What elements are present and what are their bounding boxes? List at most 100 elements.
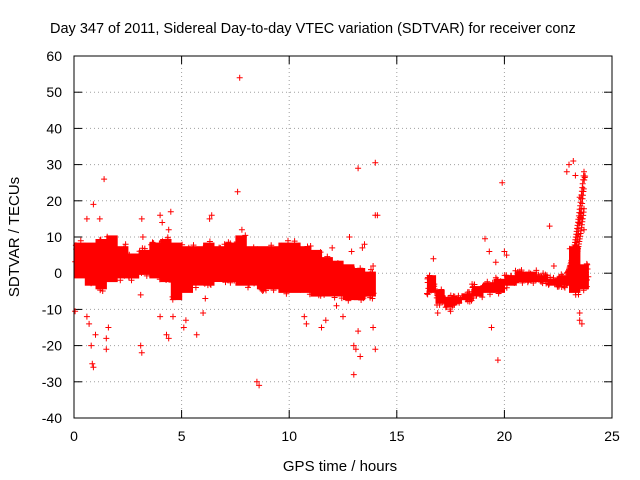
y-tick-label: 40 [46, 120, 62, 136]
data-point [268, 242, 275, 249]
data-point [165, 226, 172, 233]
data-point [581, 226, 587, 233]
data-point [340, 313, 346, 320]
data-point [428, 287, 434, 294]
data-point [143, 272, 150, 279]
data-point [576, 317, 583, 324]
data-point [512, 279, 519, 285]
data-point [372, 159, 379, 166]
data-point [470, 295, 477, 301]
data-band [203, 242, 215, 286]
data-point [121, 244, 128, 251]
data-point [176, 285, 183, 292]
data-point [501, 248, 508, 255]
data-band [343, 264, 355, 301]
data-point [283, 284, 290, 291]
data-point [234, 188, 241, 195]
data-point [558, 271, 565, 278]
data-point [86, 243, 93, 250]
data-point [464, 292, 471, 299]
data-point [225, 239, 232, 246]
data-point [503, 252, 510, 259]
data-point [244, 248, 251, 255]
data-point [259, 288, 266, 294]
data-point [286, 275, 293, 282]
x-tick-label: 20 [497, 428, 513, 444]
data-point [283, 275, 290, 282]
data-point [431, 286, 438, 292]
data-band [138, 249, 150, 275]
y-tick-label: -40 [42, 410, 62, 426]
data-band [278, 242, 290, 293]
data-point [463, 295, 470, 302]
data-point [355, 328, 362, 335]
data-point [333, 302, 340, 309]
data-point [233, 255, 240, 262]
data-point [434, 290, 441, 297]
data-point [200, 310, 207, 316]
data-point [230, 272, 237, 279]
data-point [95, 273, 102, 280]
data-point [106, 237, 113, 244]
data-point [438, 286, 445, 293]
data-point [121, 272, 128, 279]
data-point [351, 280, 358, 287]
data-band [435, 289, 445, 304]
data-point [192, 284, 199, 291]
data-point [126, 261, 133, 268]
data-point [499, 179, 506, 186]
data-point [207, 282, 214, 288]
data-point [170, 251, 177, 258]
data-point [298, 258, 305, 264]
data-point [131, 266, 138, 273]
x-axis-label: GPS time / hours [283, 458, 397, 475]
data-point [139, 234, 146, 240]
data-point [214, 265, 221, 272]
data-band [106, 235, 118, 283]
data-point [570, 158, 577, 164]
data-point [434, 310, 441, 316]
data-point [350, 342, 357, 349]
data-point [456, 299, 463, 306]
data-point [318, 324, 325, 331]
data-point [117, 277, 124, 284]
data-point [114, 265, 121, 272]
data-point [197, 269, 204, 276]
data-point [355, 165, 362, 172]
data-point [496, 288, 503, 295]
data-point [361, 292, 368, 299]
data-point [245, 267, 252, 274]
data-point [250, 244, 257, 251]
data-point [162, 239, 169, 246]
data-point [101, 262, 108, 269]
x-tick-labels: 0 5 10 15 20 25 [70, 428, 620, 444]
data-point [268, 251, 274, 257]
data-point [157, 313, 164, 320]
data-point [174, 292, 180, 299]
data-point [583, 277, 590, 284]
data-point [179, 241, 186, 248]
data-point [561, 276, 567, 282]
data-point [503, 284, 510, 291]
data-point [310, 268, 316, 275]
data-point [137, 259, 143, 266]
data-point [185, 244, 192, 251]
data-point [92, 331, 99, 338]
data-point [277, 247, 283, 254]
data-point [206, 257, 213, 264]
data-point [157, 212, 164, 219]
data-point [137, 342, 144, 349]
data-point [469, 281, 476, 288]
data-point [83, 313, 90, 320]
data-point [524, 279, 531, 286]
data-point [202, 295, 209, 302]
data-point [109, 245, 116, 252]
data-point [362, 285, 368, 292]
data-point [322, 317, 329, 324]
data-point [533, 267, 540, 274]
data-point [443, 304, 450, 310]
data-point [99, 272, 106, 279]
data-point [218, 264, 225, 271]
data-point [253, 378, 260, 385]
data-point [424, 290, 430, 297]
